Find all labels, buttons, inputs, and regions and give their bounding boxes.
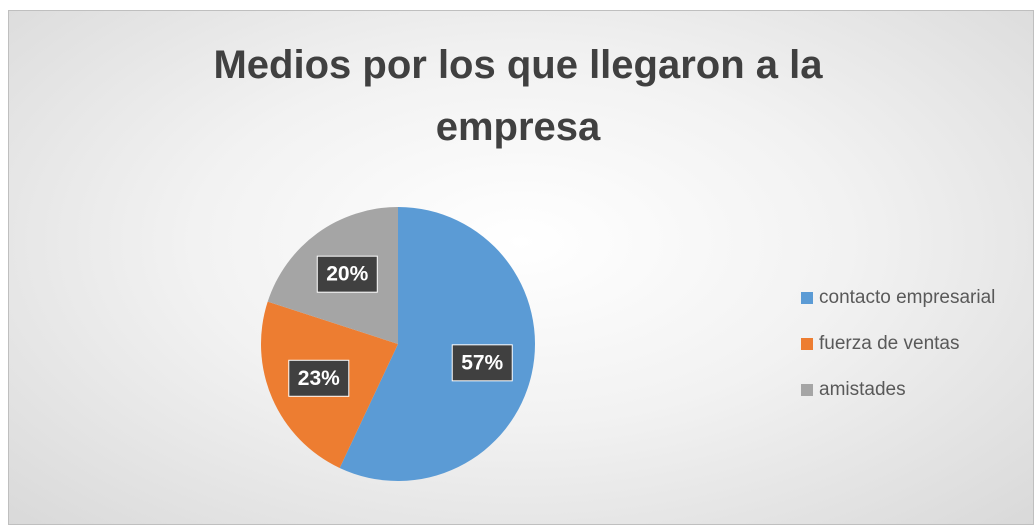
legend-swatch bbox=[801, 338, 813, 350]
chart-area bbox=[8, 10, 1034, 525]
legend-label: amistades bbox=[819, 379, 906, 400]
legend-swatch bbox=[801, 384, 813, 396]
data-label-box bbox=[288, 359, 350, 397]
data-label-box bbox=[316, 255, 378, 293]
data-label: 57% bbox=[461, 351, 503, 374]
chart-title: Medios por los que llegaron a la empresa bbox=[213, 43, 823, 149]
legend-label: contacto empresarial bbox=[819, 287, 995, 308]
data-label-box bbox=[451, 344, 513, 382]
legend-swatch bbox=[801, 292, 813, 304]
legend-label: fuerza de ventas bbox=[819, 333, 959, 354]
pie-slice bbox=[339, 207, 536, 481]
data-label: 20% bbox=[326, 263, 368, 286]
data-label: 23% bbox=[298, 367, 340, 390]
